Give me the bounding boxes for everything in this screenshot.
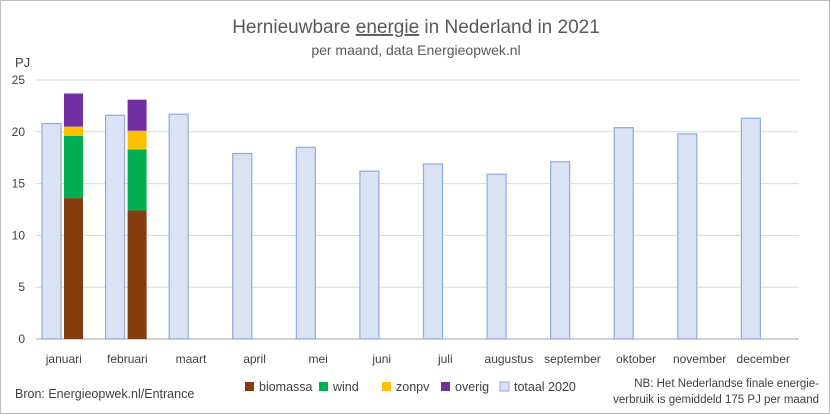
- chart-title: Hernieuwbare energie in Nederland in 202…: [232, 17, 600, 38]
- bar-totaal-2020: [613, 127, 634, 340]
- bar-zonpv: [127, 130, 147, 150]
- legend-swatch: [319, 382, 328, 391]
- bar-totaal-2020: [359, 170, 380, 340]
- y-axis-label: PJ: [15, 55, 30, 70]
- x-tick-label: juni: [371, 352, 391, 366]
- bar-totaal-2020: [677, 133, 698, 340]
- legend-label: wind: [332, 380, 359, 394]
- y-tick-label: 0: [18, 332, 25, 346]
- bar-totaal-2020: [41, 122, 62, 340]
- bar-totaal-2020: [740, 117, 762, 340]
- bar-totaal-2020: [295, 146, 316, 340]
- legend-label: totaal 2020: [514, 380, 576, 394]
- legend: biomassa wind zonpv overig totaal 2020: [245, 380, 576, 394]
- chart-subtitle: per maand, data Energieopwek.nl: [311, 42, 520, 58]
- bar-overig: [64, 93, 83, 127]
- x-tick-label: augustus: [485, 352, 534, 366]
- x-tick-label: april: [243, 352, 266, 366]
- bar-totaal-2020: [232, 152, 253, 340]
- legend-label: overig: [455, 380, 489, 394]
- x-tick-label: september: [544, 352, 601, 366]
- legend-swatch: [499, 381, 510, 392]
- legend-item: overig: [441, 380, 489, 394]
- x-tick-label: juli: [437, 352, 453, 366]
- x-tick-label: mei: [308, 352, 327, 366]
- legend-item: zonpv: [382, 380, 430, 394]
- x-tick-label: oktober: [616, 352, 656, 366]
- legend-swatch: [441, 382, 450, 391]
- x-tick-label: februari: [107, 352, 148, 366]
- legend-label: zonpv: [396, 380, 430, 394]
- note-line-1: NB: Het Nederlandse finale energie-: [634, 378, 819, 390]
- bar-totaal-2020: [550, 161, 571, 340]
- x-tick-label: november: [673, 352, 726, 366]
- bar-wind: [127, 149, 147, 211]
- bars-layer: [41, 93, 762, 340]
- bar-biomassa: [64, 198, 83, 339]
- x-tick-label: december: [737, 352, 790, 366]
- bar-totaal-2020: [104, 114, 126, 340]
- y-tick-label: 10: [12, 228, 26, 242]
- bar-biomassa: [127, 210, 147, 339]
- bar-wind: [64, 135, 83, 199]
- bar-totaal-2020: [168, 113, 189, 340]
- y-tick-label: 5: [18, 280, 25, 294]
- source-text: Bron: Energieopwek.nl/Entrance: [15, 387, 194, 401]
- bar-totaal-2020: [422, 163, 444, 340]
- y-tick-label: 25: [12, 73, 26, 87]
- legend-item: biomassa: [245, 380, 313, 394]
- legend-swatch: [245, 382, 254, 391]
- ticks-layer: 0 5 10 15 20 25 januari februari maart april mei ju…: [12, 73, 790, 366]
- legend-swatch: [382, 382, 391, 391]
- y-tick-label: 15: [12, 177, 26, 191]
- legend-label: biomassa: [259, 380, 313, 394]
- x-tick-label: maart: [176, 352, 207, 366]
- bar-zonpv: [64, 126, 83, 136]
- note-line-2: verbruik is gemiddeld 175 PJ per maand: [613, 394, 819, 406]
- gridlines: [36, 79, 799, 340]
- bar-overig: [127, 99, 147, 131]
- x-tick-label: januari: [45, 352, 82, 366]
- y-tick-label: 20: [12, 125, 26, 139]
- bar-totaal-2020: [486, 173, 507, 340]
- legend-item: wind: [319, 380, 359, 394]
- legend-item: totaal 2020: [499, 380, 576, 394]
